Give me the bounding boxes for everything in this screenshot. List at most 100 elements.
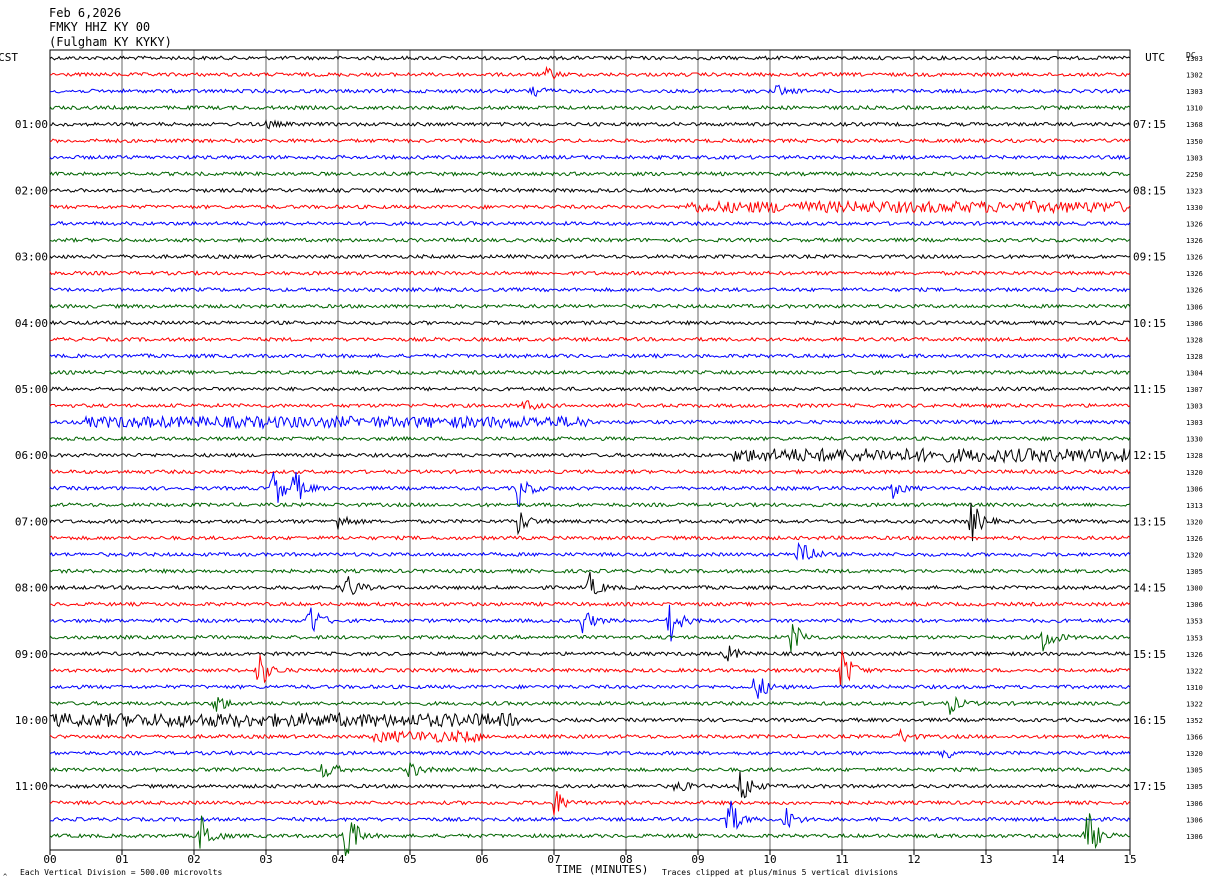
- right-time-label: 16:15: [1133, 714, 1166, 727]
- trace-line: [49, 468, 1131, 475]
- dc-offset-label: 1368: [1186, 121, 1203, 129]
- trace-line: [49, 400, 1131, 411]
- dc-offset-label: 1320: [1186, 750, 1203, 758]
- plot-frame: [49, 49, 1131, 851]
- trace-line: [49, 336, 1131, 343]
- trace-line: [49, 541, 1131, 561]
- dc-offset-label: 1330: [1186, 436, 1203, 444]
- left-time-label: 10:00: [15, 714, 48, 727]
- left-time-label: 11:00: [15, 780, 48, 793]
- left-time-label: 01:00: [15, 118, 48, 131]
- dc-offset-label: 1300: [1186, 585, 1203, 593]
- left-time-label: 07:00: [15, 515, 48, 528]
- x-tick-label: 15: [1123, 853, 1136, 866]
- right-time-label: 12:15: [1133, 449, 1166, 462]
- right-time-label: 13:15: [1133, 515, 1166, 528]
- x-tick-label: 10: [763, 853, 776, 866]
- dc-offset-label: 1306: [1186, 833, 1203, 841]
- trace-line: [49, 501, 1131, 508]
- dc-offset-label: 1328: [1186, 353, 1203, 361]
- dc-offset-label: 1303: [1186, 403, 1203, 411]
- x-tick-label: 08: [619, 853, 632, 866]
- trace-line: [49, 435, 1131, 442]
- left-time-label: 06:00: [15, 449, 48, 462]
- x-tick-label: 01: [115, 853, 128, 866]
- dc-offset-label: 1303: [1186, 154, 1203, 162]
- dc-offset-label: 1303: [1186, 88, 1203, 96]
- right-time-label: 07:15: [1133, 118, 1166, 131]
- dc-offset-label: 1322: [1186, 667, 1203, 675]
- trace-line: [49, 65, 1131, 80]
- trace-line: [49, 54, 1131, 61]
- trace-line: [49, 535, 1131, 541]
- x-tick-label: 06: [475, 853, 488, 866]
- footer-clip-note: Traces clipped at plus/minus 5 vertical …: [662, 868, 898, 877]
- trace-line: [49, 695, 1131, 715]
- left-axis-label: CST: [0, 51, 18, 64]
- dc-offset-label: 1330: [1186, 204, 1203, 212]
- trace-line: [49, 624, 1131, 652]
- trace-line: [49, 414, 1131, 430]
- dc-offset-label: 2250: [1186, 171, 1203, 179]
- trace-line: [49, 386, 1131, 392]
- trace-line: [49, 568, 1131, 575]
- right-time-label: 15:15: [1133, 648, 1166, 661]
- left-time-label: 03:00: [15, 251, 48, 264]
- left-time-label: 02:00: [15, 184, 48, 197]
- trace-line: [49, 187, 1131, 194]
- dc-offset-label: 1326: [1186, 287, 1203, 295]
- trace-line: [49, 604, 1131, 642]
- trace-line: [49, 220, 1131, 227]
- x-tick-label: 00: [43, 853, 56, 866]
- dc-offset-label: 1306: [1186, 816, 1203, 824]
- dc-offset-label: 1320: [1186, 469, 1203, 477]
- x-tick-label: 03: [259, 853, 272, 866]
- dc-offset-label: 1313: [1186, 502, 1203, 510]
- dc-offset-label: 1326: [1186, 254, 1203, 262]
- right-time-label: 10:15: [1133, 317, 1166, 330]
- trace-line: [49, 447, 1131, 464]
- trace-line: [49, 800, 1131, 830]
- trace-line: [49, 270, 1131, 277]
- station-location: (Fulgham KY KYKY): [49, 35, 172, 49]
- dc-offset-label: 1306: [1186, 601, 1203, 609]
- dc-offset-label: 1326: [1186, 535, 1203, 543]
- footer-mark: ^: [3, 873, 7, 881]
- trace-line: [49, 199, 1131, 215]
- trace-line: [49, 502, 1131, 542]
- dc-offset-label: 1305: [1186, 568, 1203, 576]
- dc-offset-label: 1326: [1186, 221, 1203, 229]
- trace-line: [49, 154, 1131, 161]
- x-tick-label: 13: [979, 853, 992, 866]
- trace-line: [49, 762, 1131, 778]
- trace-line: [49, 104, 1131, 111]
- footer-scale-note: Each Vertical Division = 500.00 microvol…: [20, 868, 222, 877]
- left-time-label: 09:00: [15, 648, 48, 661]
- trace-line: [49, 749, 1131, 759]
- left-time-label: 04:00: [15, 317, 48, 330]
- right-time-label: 09:15: [1133, 251, 1166, 264]
- dc-offset-label: 1328: [1186, 452, 1203, 460]
- dc-offset-label: 1320: [1186, 552, 1203, 560]
- left-time-label: 08:00: [15, 582, 48, 595]
- dc-offset-label: 1304: [1186, 369, 1203, 377]
- trace-line: [49, 286, 1131, 293]
- dc-offset-label: 1306: [1186, 485, 1203, 493]
- right-time-label: 14:15: [1133, 582, 1166, 595]
- trace-line: [49, 170, 1131, 177]
- trace-line: [50, 601, 1131, 608]
- dc-offset-label: 1307: [1186, 386, 1203, 394]
- trace-line: [49, 711, 1131, 729]
- dc-offset-label: 1310: [1186, 105, 1203, 113]
- dc-offset-label: 1326: [1186, 237, 1203, 245]
- x-tick-label: 07: [547, 853, 560, 866]
- trace-line: [49, 119, 1131, 130]
- trace-line: [49, 84, 1131, 98]
- trace-line: [49, 571, 1131, 596]
- plot-date: Feb 6,2026: [49, 6, 122, 20]
- dc-header: DC: [1186, 51, 1196, 60]
- x-tick-label: 05: [403, 853, 416, 866]
- trace-line: [49, 237, 1131, 243]
- dc-offset-label: 1306: [1186, 303, 1203, 311]
- x-axis-label: TIME (MINUTES): [556, 863, 649, 876]
